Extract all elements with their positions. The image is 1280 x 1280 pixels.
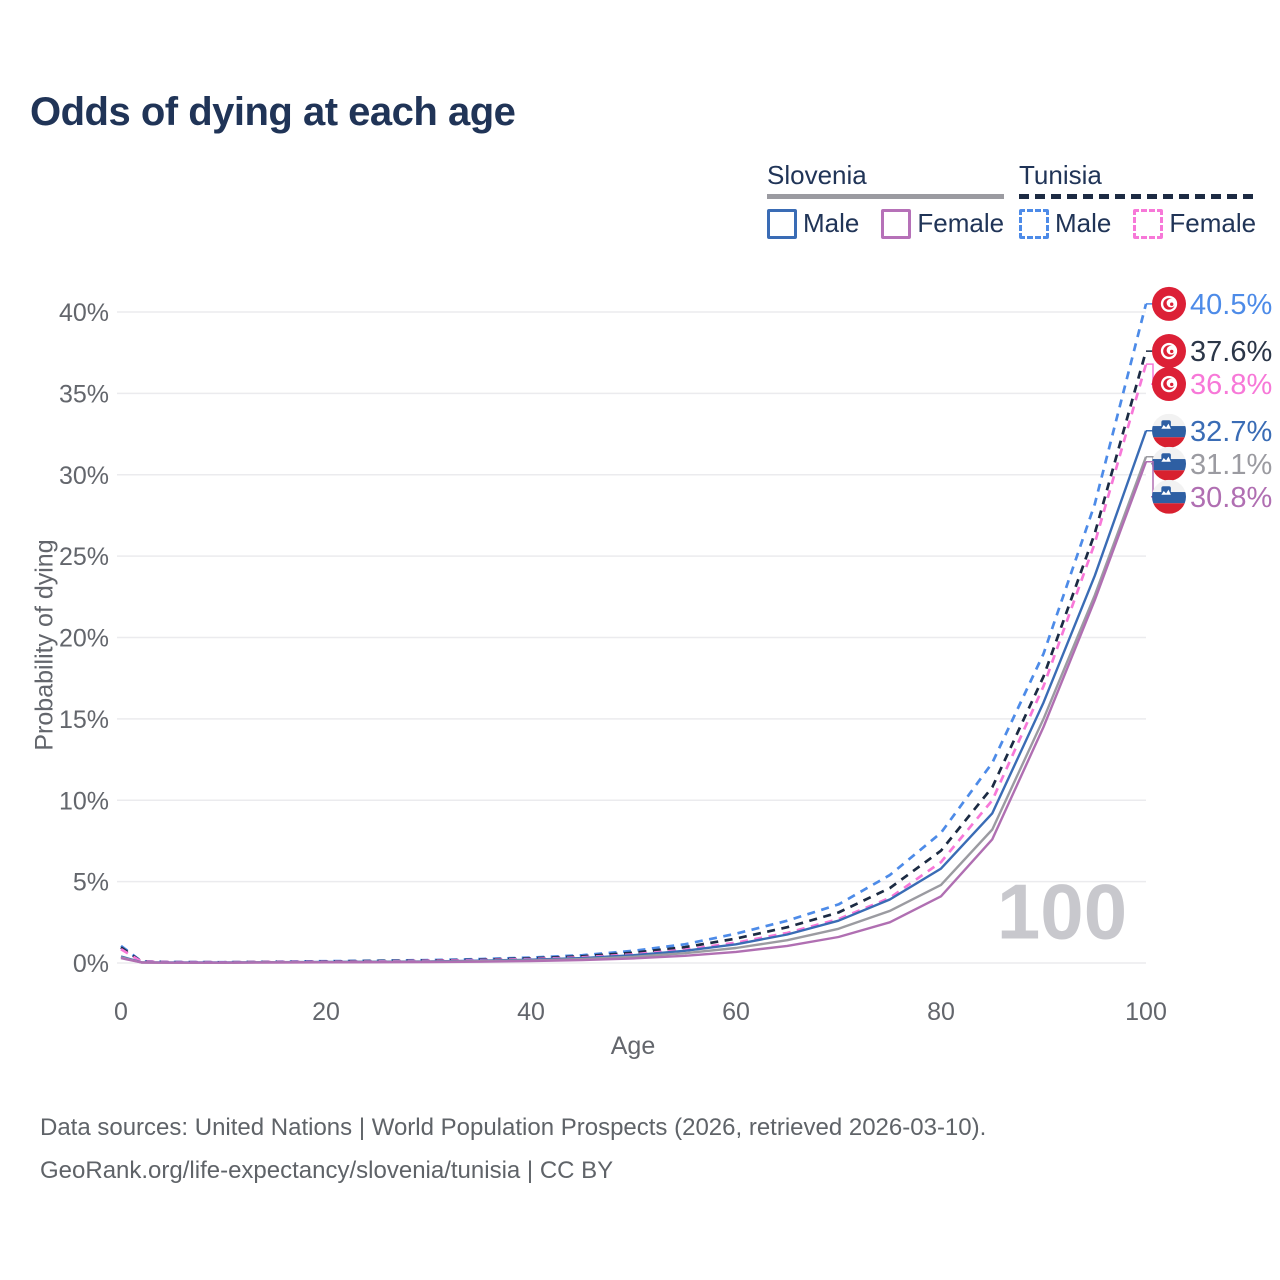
series-line-slovenia-both[interactable] [120,456,1148,964]
page-title: Odds of dying at each age [30,90,516,134]
source-footer: Data sources: United Nations | World Pop… [40,1106,986,1192]
series-line-tunisia-male[interactable] [120,303,1148,964]
series-line-tunisia-both[interactable] [120,350,1148,964]
end-label-tunisia-male: 40.5% [1190,289,1272,321]
legend-group-slovenia: Slovenia Male Female [767,160,1005,239]
y-tick-label: 35% [59,380,109,408]
x-tick-label: 60 [722,998,750,1026]
series-line-tunisia-female[interactable] [120,363,1148,964]
x-axis-title: Age [610,1032,656,1060]
legend-country-slovenia: Slovenia [767,160,1005,199]
series-line-slovenia-male[interactable] [120,430,1148,964]
y-tick-label: 0% [73,950,109,978]
legend-label-tunisia-female[interactable]: Female [1169,208,1257,238]
x-tick-label: 80 [927,998,955,1026]
x-tick-label: 100 [1125,998,1167,1026]
legend-swatch-tunisia-male[interactable] [1019,208,1049,239]
legend-label-slovenia-male[interactable]: Male [803,208,860,238]
end-label-slovenia-male: 32.7% [1190,416,1272,448]
end-label-slovenia-female: 30.8% [1190,482,1272,514]
legend-group-tunisia: Tunisia Male Female [1019,160,1257,239]
leader-line-tunisia-female [1146,363,1154,385]
legend-swatch-slovenia-male[interactable] [767,208,797,239]
end-label-slovenia-both: 31.1% [1190,449,1272,481]
tunisia-dashed-line-sample [1019,194,1257,199]
x-tick-label: 20 [312,998,340,1026]
slovenia-solid-line-sample [767,194,1005,199]
slovenia-flag-icon [1152,413,1186,448]
y-tick-label: 5% [73,869,109,897]
tunisia-flag-icon [1152,334,1186,369]
series-line-slovenia-female[interactable] [120,461,1148,964]
y-tick-label: 25% [59,543,109,571]
y-axis-title: Probability of dying [30,539,59,751]
legend-country-tunisia-label: Tunisia [1019,160,1102,190]
legend-country-tunisia: Tunisia [1019,160,1257,199]
legend-country-slovenia-label: Slovenia [767,160,867,190]
legend-swatch-tunisia-female[interactable] [1133,208,1164,239]
tunisia-flag-icon [1152,286,1186,321]
y-tick-label: 15% [59,706,109,734]
slovenia-flag-icon [1152,446,1186,481]
leader-line-slovenia-female [1146,460,1154,498]
x-tick-label: 0 [114,998,128,1026]
age-watermark: 100 [996,867,1128,956]
y-tick-label: 10% [59,787,109,815]
end-label-tunisia-female: 36.8% [1190,369,1272,401]
attribution-line: GeoRank.org/life-expectancy/slovenia/tun… [40,1157,614,1184]
legend-label-slovenia-female[interactable]: Female [917,208,1005,238]
y-tick-label: 20% [59,625,109,653]
y-tick-label: 30% [59,462,109,490]
x-tick-label: 40 [517,998,545,1026]
legend-label-tunisia-male[interactable]: Male [1055,208,1112,238]
leader-line-slovenia-both [1146,456,1154,465]
data-sources-line: Data sources: United Nations | World Pop… [40,1114,987,1141]
slovenia-flag-icon [1152,479,1186,514]
end-label-tunisia-both: 37.6% [1190,336,1272,368]
legend-swatch-slovenia-female[interactable] [881,208,912,239]
tunisia-flag-icon [1152,367,1186,402]
y-tick-label: 40% [59,299,109,327]
